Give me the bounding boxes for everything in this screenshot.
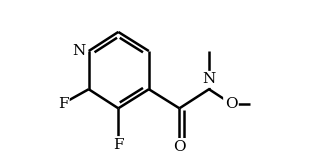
Text: F: F [58, 97, 68, 111]
Text: O: O [225, 97, 237, 111]
Text: N: N [203, 72, 216, 86]
Text: F: F [113, 138, 124, 152]
Text: O: O [173, 139, 186, 153]
Text: N: N [73, 44, 86, 58]
